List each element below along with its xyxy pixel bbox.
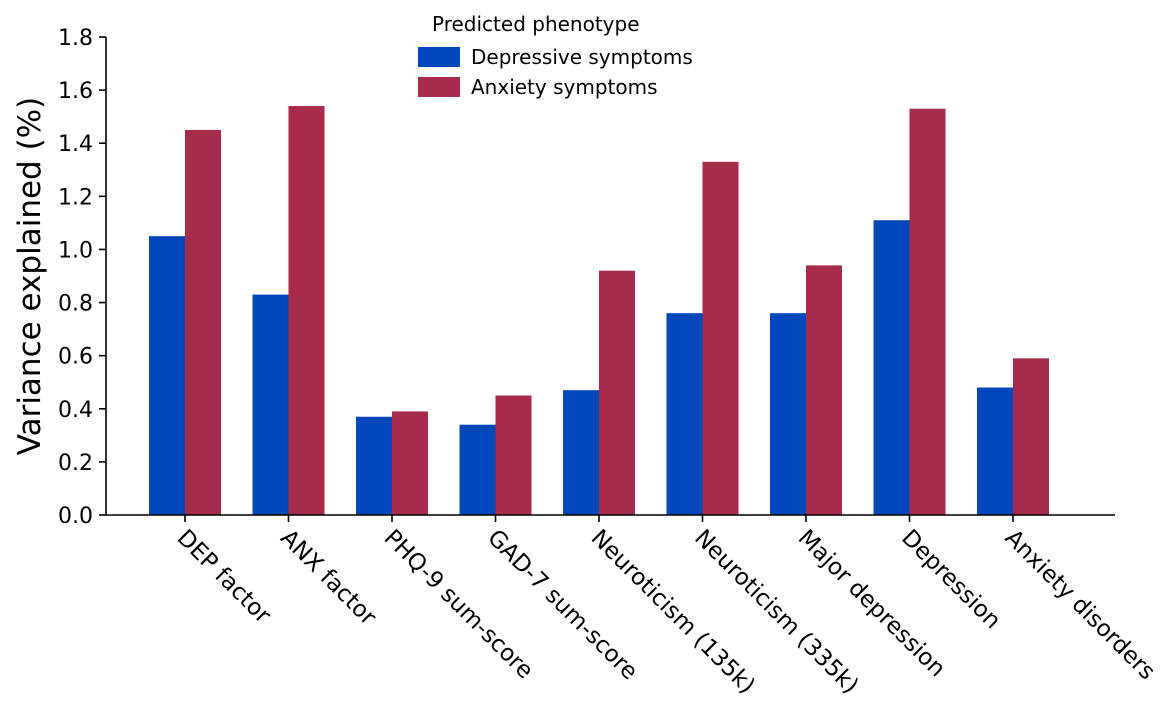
bar-depressive-3: [459, 424, 496, 515]
y-ticks: 0.0 0.2 0.4 0.6 0.8 1.0 1.2 1.4 1.6 1.8: [58, 26, 106, 529]
legend-swatch-1: [418, 77, 460, 97]
bar-depressive-7: [873, 220, 910, 515]
y-tick-label: 0.8: [58, 292, 93, 317]
bar-depressive-5: [666, 313, 703, 515]
x-tick-label: Anxiety disorders: [1000, 525, 1160, 685]
x-tick-label: ANX factor: [275, 525, 381, 631]
legend-swatch-0: [418, 47, 460, 67]
bar-depressive-6: [770, 313, 806, 515]
bar-depressive-0: [149, 236, 185, 515]
legend: Predicted phenotype Depressive symptoms A…: [418, 12, 693, 99]
bar-anxiety-3: [495, 395, 532, 515]
bar-depressive-2: [356, 416, 392, 515]
bar-anxiety-8: [1013, 358, 1049, 515]
bar-anxiety-2: [392, 411, 428, 515]
y-tick-label: 1.2: [58, 185, 93, 210]
legend-title: Predicted phenotype: [432, 12, 640, 36]
y-tick-label: 0.4: [58, 398, 93, 423]
y-tick-label: 0.2: [58, 451, 93, 476]
y-tick-label: 1.6: [58, 79, 93, 104]
axes-layer: [105, 37, 1115, 516]
x-tick-label: Depression: [896, 525, 1005, 634]
legend-label-1: Anxiety symptoms: [471, 75, 658, 99]
y-tick-label: 1.0: [58, 238, 93, 263]
y-tick-label: 0.6: [58, 345, 93, 370]
bar-depressive-8: [977, 387, 1013, 515]
bar-anxiety-4: [599, 270, 635, 515]
y-tick-label: 1.8: [58, 26, 93, 51]
y-tick-label: 1.4: [58, 132, 93, 157]
bar-depressive-1: [252, 294, 289, 515]
legend-label-0: Depressive symptoms: [471, 45, 693, 69]
bar-anxiety-1: [288, 106, 325, 516]
bar-anxiety-7: [909, 108, 946, 515]
bar-depressive-4: [563, 390, 599, 515]
y-axis-label: Variance explained (%): [12, 97, 48, 455]
bar-anxiety-5: [702, 161, 739, 516]
bar-anxiety-6: [806, 265, 842, 515]
x-tick-label: DEP factor: [172, 525, 276, 629]
bars-layer: [149, 106, 1049, 516]
y-tick-label: 0.0: [58, 504, 93, 529]
bar-anxiety-0: [185, 129, 221, 515]
